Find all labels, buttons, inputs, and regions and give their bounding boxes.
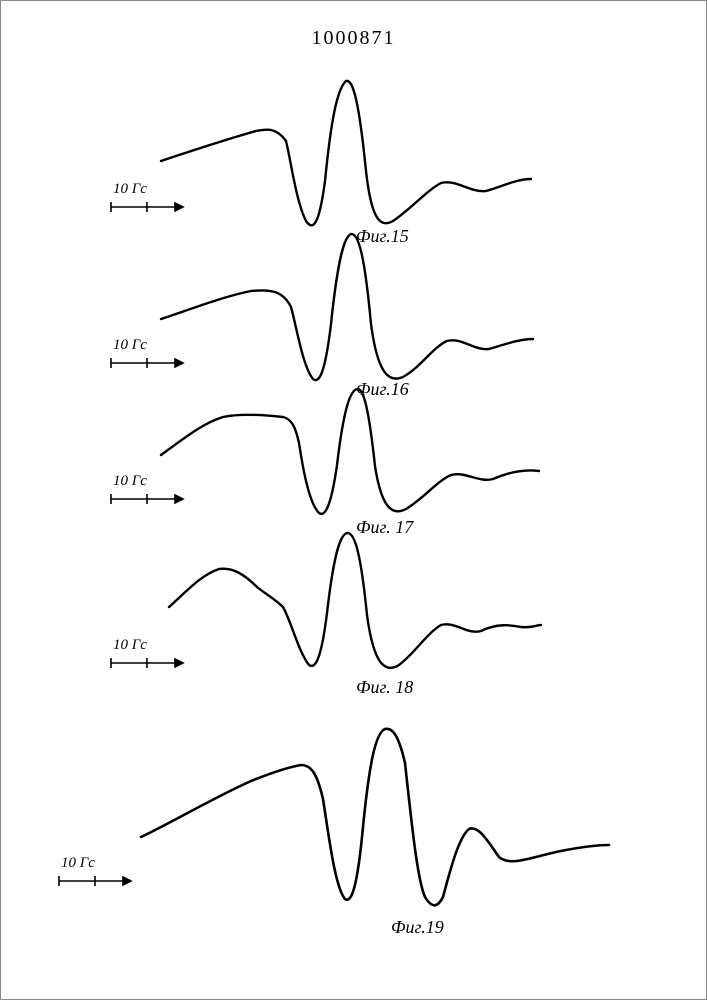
scale-bar-icon: [107, 355, 197, 371]
document-number: 1000871: [312, 27, 396, 50]
scale-label: 10 Гс: [61, 855, 95, 871]
figure-19-label: Фиг.19: [391, 917, 444, 938]
figure-19-scale: 10 Гс: [61, 855, 151, 872]
scale-bar-icon: [107, 655, 197, 671]
figure-16-block: 10 Гс Фиг.16: [141, 229, 521, 399]
figure-15-scale: 10 Гс: [113, 181, 203, 198]
figure-19-curve: [101, 717, 601, 937]
figure-18-scale: 10 Гс: [113, 637, 203, 654]
scale-bar-icon: [55, 873, 145, 889]
figure-18-label: Фиг. 18: [356, 677, 413, 698]
scale-label: 10 Гс: [113, 181, 147, 197]
figure-15-curve: [141, 71, 521, 251]
figure-16-scale: 10 Гс: [113, 337, 203, 354]
figure-17-scale: 10 Гс: [113, 473, 203, 490]
scale-bar-icon: [107, 199, 197, 215]
figure-18-block: 10 Гс Фиг. 18: [141, 525, 521, 695]
figure-18-curve: [141, 525, 521, 695]
figure-19-block: 10 Гс Фиг.19: [101, 717, 601, 937]
scale-label: 10 Гс: [113, 473, 147, 489]
scale-label: 10 Гс: [113, 637, 147, 653]
figure-17-block: 10 Гс Фиг. 17: [141, 381, 521, 541]
figure-15-block: 10 Гс Фиг.15: [141, 71, 521, 251]
figure-17-curve: [141, 381, 521, 541]
figure-16-curve: [141, 229, 521, 399]
scale-bar-icon: [107, 491, 197, 507]
scale-label: 10 Гс: [113, 337, 147, 353]
page: 1000871 10 Гс Фиг.15 10 Гс: [0, 0, 707, 1000]
